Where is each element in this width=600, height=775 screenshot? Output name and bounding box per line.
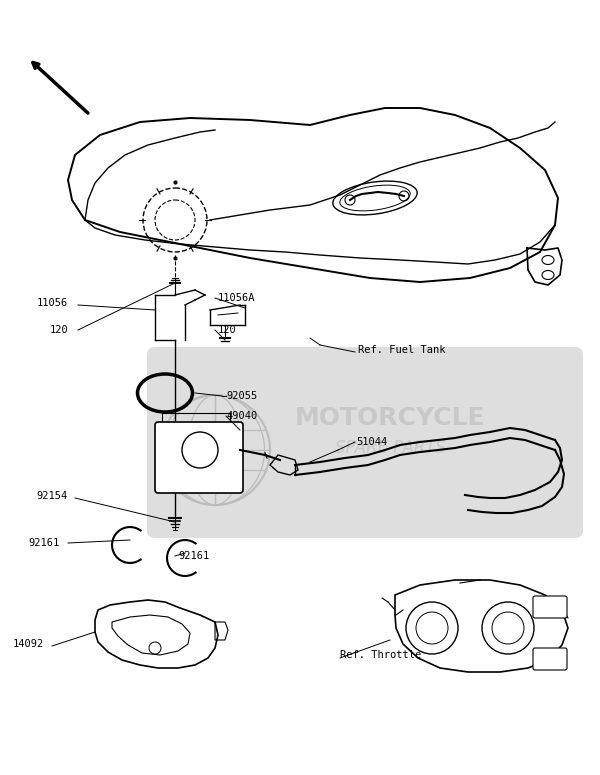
FancyBboxPatch shape (155, 422, 243, 493)
Text: Ref. Throttle: Ref. Throttle (340, 650, 421, 660)
FancyBboxPatch shape (533, 648, 567, 670)
Text: 51044: 51044 (356, 437, 387, 447)
Text: 92161: 92161 (29, 538, 60, 548)
Text: 49040: 49040 (226, 411, 257, 421)
Text: SPARE PARTS: SPARE PARTS (335, 439, 445, 457)
FancyBboxPatch shape (533, 596, 567, 618)
Polygon shape (195, 435, 235, 475)
Text: 14092: 14092 (13, 639, 44, 649)
Text: 92161: 92161 (178, 551, 209, 561)
Text: 11056: 11056 (37, 298, 68, 308)
Text: 120: 120 (49, 325, 68, 335)
Text: MSP: MSP (202, 453, 229, 463)
Text: 120: 120 (218, 325, 237, 335)
Text: 92154: 92154 (37, 491, 68, 501)
FancyBboxPatch shape (147, 347, 583, 538)
Text: 92055: 92055 (226, 391, 257, 401)
Text: Ref. Fuel Tank: Ref. Fuel Tank (358, 345, 445, 355)
Text: 11056A: 11056A (218, 293, 256, 303)
Text: MOTORCYCLE: MOTORCYCLE (295, 406, 485, 430)
